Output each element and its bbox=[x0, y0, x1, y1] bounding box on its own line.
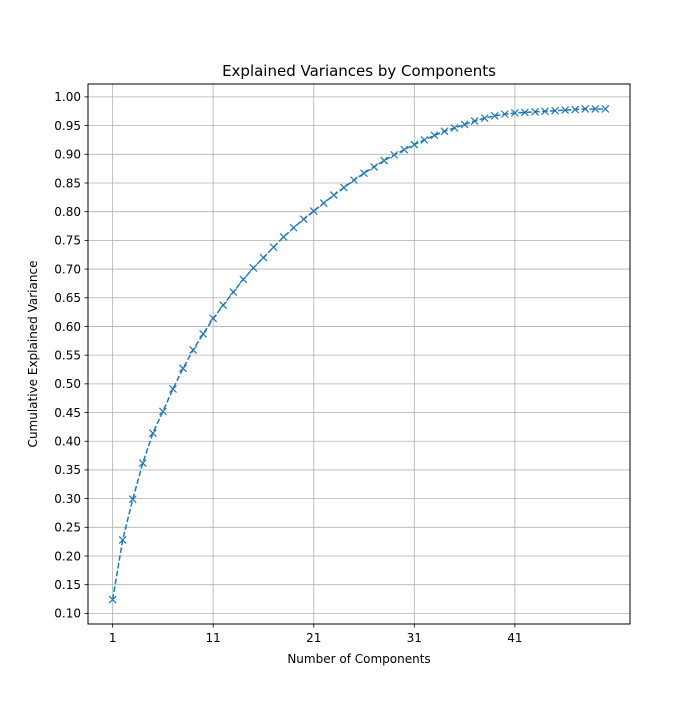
data-point-marker bbox=[299, 215, 308, 224]
data-point-marker bbox=[470, 117, 479, 125]
data-point-marker bbox=[510, 109, 519, 117]
data-point-marker bbox=[148, 429, 157, 438]
y-tick-label: 1.00 bbox=[54, 90, 81, 104]
y-tick-label: 0.60 bbox=[54, 320, 81, 334]
data-point-marker bbox=[400, 145, 409, 154]
x-tick-label: 31 bbox=[407, 631, 422, 645]
data-series bbox=[108, 105, 610, 604]
y-tick-label: 0.65 bbox=[54, 291, 81, 305]
y-tick-label: 0.40 bbox=[54, 435, 81, 449]
data-point-marker bbox=[329, 191, 338, 199]
data-point-marker bbox=[541, 107, 549, 116]
data-point-marker bbox=[430, 131, 439, 140]
data-point-marker bbox=[380, 156, 389, 165]
chart-title: Explained Variances by Components bbox=[222, 62, 496, 80]
data-point-marker bbox=[561, 106, 570, 115]
data-point-marker bbox=[571, 105, 580, 114]
y-tick-label: 0.90 bbox=[54, 148, 81, 162]
data-point-marker bbox=[108, 595, 117, 604]
data-point-marker bbox=[229, 288, 238, 296]
data-point-marker bbox=[239, 275, 248, 284]
data-point-marker bbox=[209, 314, 218, 323]
y-tick-label: 0.25 bbox=[54, 521, 81, 535]
data-point-marker bbox=[581, 105, 590, 113]
data-point-marker bbox=[390, 150, 399, 159]
x-tick-label: 41 bbox=[507, 631, 522, 645]
x-axis-label: Number of Components bbox=[287, 652, 430, 666]
y-tick-label: 0.50 bbox=[54, 377, 81, 391]
data-point-marker bbox=[410, 140, 419, 149]
data-point-marker bbox=[169, 385, 177, 393]
data-point-marker bbox=[289, 223, 298, 232]
data-point-marker bbox=[420, 136, 429, 144]
data-point-marker bbox=[531, 107, 539, 116]
y-tick-label: 0.15 bbox=[54, 578, 81, 592]
y-tick-label: 0.70 bbox=[54, 262, 81, 276]
x-tick-label: 1 bbox=[109, 631, 117, 645]
data-point-marker bbox=[440, 127, 449, 136]
data-point-marker bbox=[249, 263, 258, 272]
grid-lines bbox=[88, 84, 630, 624]
data-point-marker bbox=[199, 329, 208, 338]
y-tick-label: 0.35 bbox=[54, 463, 81, 477]
y-tick-label: 0.55 bbox=[54, 348, 81, 362]
data-point-marker bbox=[138, 459, 147, 467]
data-point-marker bbox=[279, 233, 288, 241]
data-point-marker bbox=[370, 162, 379, 171]
data-point-marker bbox=[551, 106, 560, 115]
y-tick-label: 0.45 bbox=[54, 406, 81, 420]
data-point-marker bbox=[591, 105, 600, 113]
x-tick-label: 21 bbox=[306, 631, 321, 645]
y-tick-label: 0.80 bbox=[54, 205, 81, 219]
plot-frame bbox=[87, 83, 631, 625]
data-point-marker bbox=[520, 108, 529, 117]
data-point-marker bbox=[480, 114, 489, 123]
y-tick-label: 0.95 bbox=[54, 119, 81, 133]
data-point-marker bbox=[309, 207, 318, 216]
data-point-marker bbox=[500, 110, 509, 119]
x-tick-label: 11 bbox=[206, 631, 221, 645]
y-tick-label: 0.75 bbox=[54, 234, 81, 248]
y-tick-label: 0.85 bbox=[54, 176, 81, 190]
series-line bbox=[111, 108, 606, 600]
data-point-marker bbox=[158, 407, 167, 416]
data-point-marker bbox=[219, 301, 228, 310]
data-point-marker bbox=[269, 243, 278, 252]
data-point-marker bbox=[490, 111, 499, 120]
data-point-marker bbox=[259, 253, 268, 262]
data-point-marker bbox=[189, 346, 198, 354]
data-point-marker bbox=[118, 536, 127, 544]
axis-ticks: 1 11 21 31 410.100.150.200.250.300.350.400.4… bbox=[54, 90, 522, 645]
data-point-marker bbox=[460, 120, 469, 129]
data-point-marker bbox=[601, 105, 610, 113]
y-tick-label: 0.20 bbox=[54, 549, 81, 563]
data-point-marker bbox=[360, 169, 368, 178]
data-point-marker bbox=[179, 364, 187, 373]
y-axis-label: Cumulative Explained Variance bbox=[26, 261, 40, 448]
y-tick-label: 0.30 bbox=[54, 492, 81, 506]
data-point-marker bbox=[350, 176, 358, 185]
data-point-marker bbox=[339, 183, 348, 192]
data-point-marker bbox=[450, 123, 459, 132]
data-point-marker bbox=[128, 495, 137, 504]
y-tick-label: 0.10 bbox=[54, 607, 81, 621]
data-point-marker bbox=[319, 199, 328, 207]
